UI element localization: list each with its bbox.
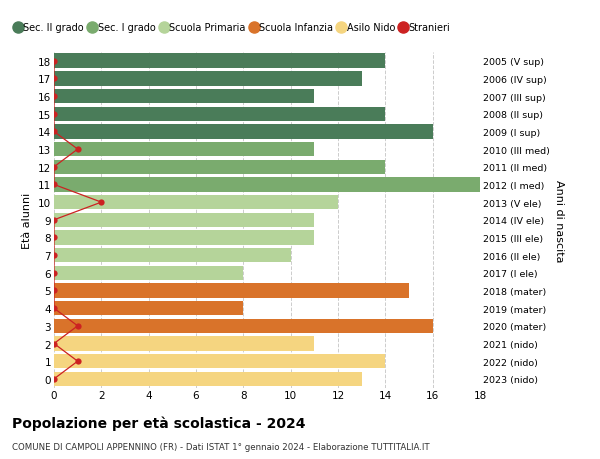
Bar [54,72,362,86]
Bar [54,319,433,333]
Text: Popolazione per età scolastica - 2024: Popolazione per età scolastica - 2024 [12,415,305,430]
Bar [54,54,385,69]
Bar [54,284,409,298]
Bar [54,143,314,157]
Bar [54,160,385,174]
Bar [54,125,433,140]
Bar [54,196,338,210]
Text: COMUNE DI CAMPOLI APPENNINO (FR) - Dati ISTAT 1° gennaio 2024 - Elaborazione TUT: COMUNE DI CAMPOLI APPENNINO (FR) - Dati … [12,442,430,451]
Bar [54,90,314,104]
Y-axis label: Età alunni: Età alunni [22,192,32,248]
Bar [54,354,385,369]
Bar [54,266,244,280]
Bar [54,231,314,245]
Bar [54,213,314,228]
Bar [54,107,385,122]
Bar [54,336,314,351]
Legend: Sec. II grado, Sec. I grado, Scuola Primaria, Scuola Infanzia, Asilo Nido, Stran: Sec. II grado, Sec. I grado, Scuola Prim… [11,19,454,37]
Bar [54,372,362,386]
Y-axis label: Anni di nascita: Anni di nascita [554,179,563,262]
Bar [54,301,244,316]
Bar [54,178,480,192]
Bar [54,248,290,263]
